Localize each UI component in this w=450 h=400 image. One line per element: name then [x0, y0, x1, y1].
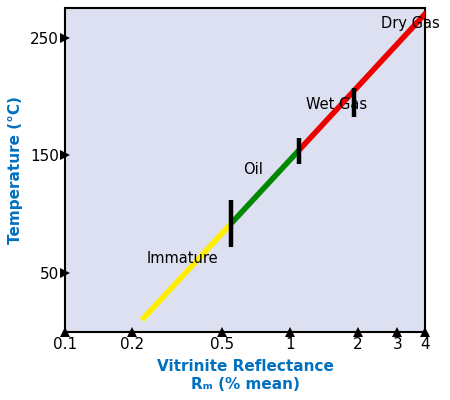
Y-axis label: Temperature (°C): Temperature (°C)	[9, 96, 23, 244]
Text: Immature: Immature	[146, 251, 218, 266]
X-axis label: Vitrinite Reflectance
Rₘ (% mean): Vitrinite Reflectance Rₘ (% mean)	[157, 359, 333, 392]
Text: Dry Gas: Dry Gas	[382, 16, 440, 31]
Text: Wet Gas: Wet Gas	[306, 97, 367, 112]
Text: Oil: Oil	[243, 162, 263, 177]
